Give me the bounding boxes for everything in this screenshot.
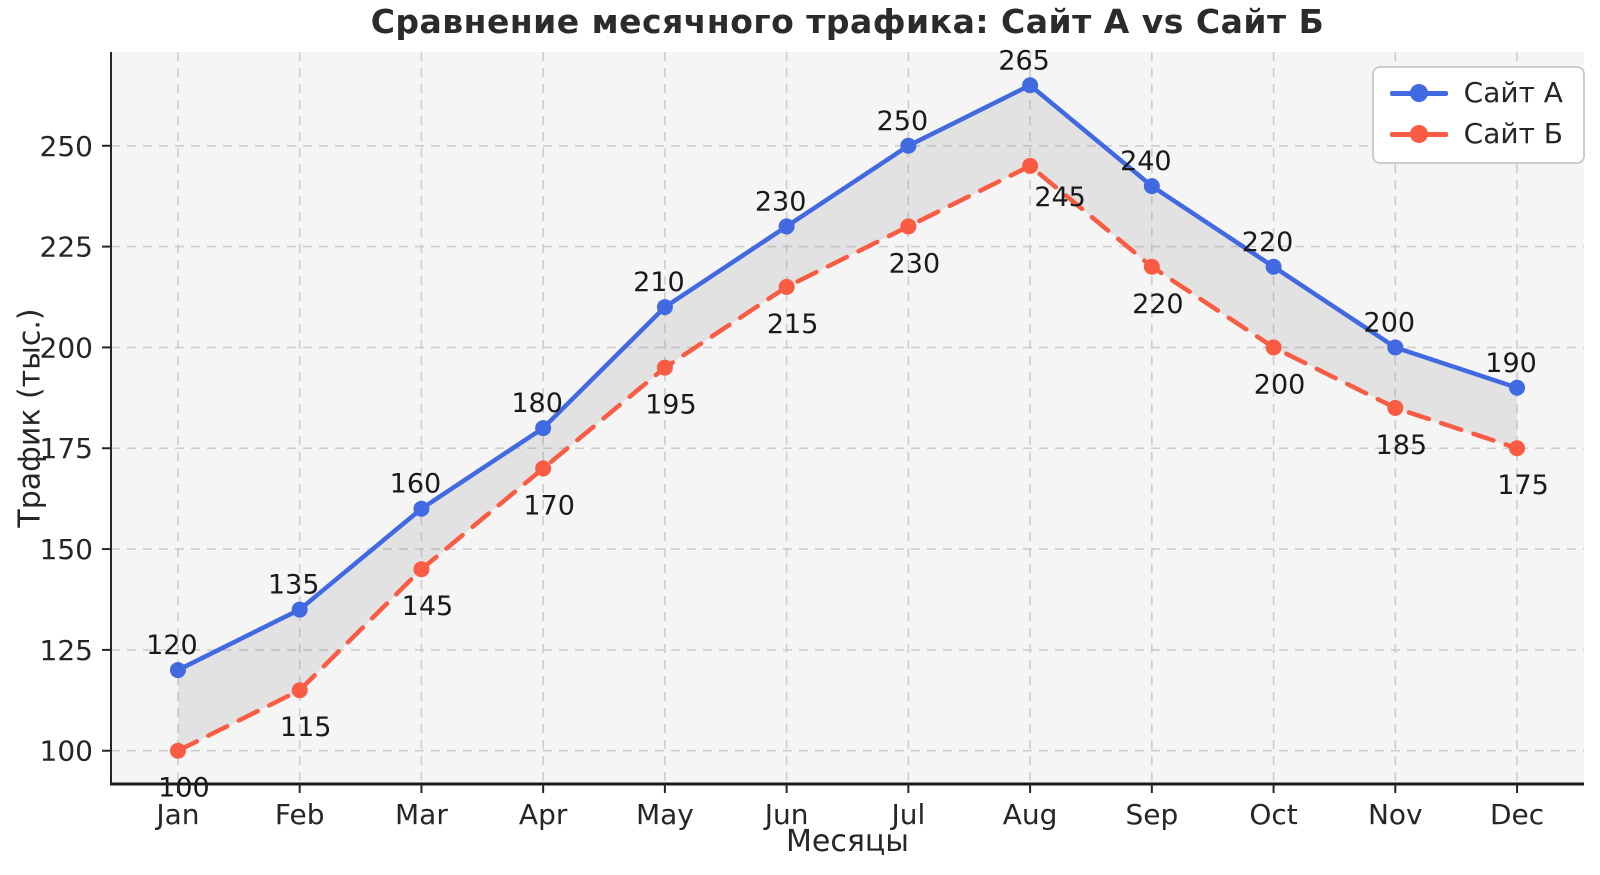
y-tick-label: 175 bbox=[40, 432, 93, 465]
series-0-point bbox=[413, 500, 430, 517]
site-a-swatch-dot bbox=[1409, 84, 1428, 103]
legend: Сайт А Сайт Б bbox=[1371, 66, 1585, 164]
series-0-point bbox=[291, 601, 308, 618]
point-value-label: 220 bbox=[1132, 289, 1184, 320]
series-1-point bbox=[1022, 157, 1039, 174]
point-value-label: 145 bbox=[402, 591, 454, 622]
x-tick-label: Nov bbox=[1368, 798, 1423, 831]
series-0-point bbox=[900, 137, 917, 154]
series-1-point bbox=[900, 218, 917, 235]
site-a-line-swatch-icon bbox=[1389, 80, 1448, 106]
y-tick-label: 200 bbox=[40, 331, 93, 364]
legend-entry-site-b: Сайт Б bbox=[1389, 116, 1563, 150]
series-1-point bbox=[169, 742, 186, 759]
series-1-point bbox=[656, 359, 673, 376]
legend-entry-site-a: Сайт А bbox=[1389, 76, 1563, 109]
x-tick-label: Feb bbox=[275, 798, 325, 831]
point-value-label: 120 bbox=[146, 630, 198, 661]
point-value-label: 265 bbox=[998, 45, 1050, 76]
y-axis-label: Трафик (тыс.) bbox=[12, 308, 48, 528]
point-value-label: 200 bbox=[1254, 369, 1306, 400]
series-0-point bbox=[169, 662, 186, 679]
point-value-label: 115 bbox=[280, 712, 332, 743]
y-tick-label: 125 bbox=[40, 634, 93, 667]
series-line-1 bbox=[175, 163, 1520, 753]
site-b-line-swatch-icon bbox=[1389, 121, 1448, 147]
x-tick-label: Jul bbox=[889, 798, 925, 831]
series-0-point bbox=[1022, 77, 1039, 94]
series-0-point bbox=[656, 299, 673, 316]
x-tick-label: Sep bbox=[1125, 798, 1178, 831]
series-fill-between bbox=[177, 85, 1518, 751]
x-tick-label: May bbox=[636, 798, 694, 831]
series-1-point bbox=[1143, 258, 1160, 275]
point-value-label: 215 bbox=[767, 309, 819, 340]
x-tick-label: Mar bbox=[395, 798, 448, 831]
series-0-point bbox=[535, 420, 552, 437]
point-value-label: 160 bbox=[390, 469, 442, 500]
point-value-label: 230 bbox=[755, 186, 807, 217]
series-1-point bbox=[1265, 339, 1282, 356]
point-value-label: 210 bbox=[633, 267, 685, 298]
x-tick-label: Aug bbox=[1003, 798, 1058, 831]
legend-label-site-a: Сайт А bbox=[1463, 76, 1563, 109]
x-tick-label: Apr bbox=[519, 798, 568, 831]
plot-background bbox=[111, 52, 1584, 784]
point-value-label: 175 bbox=[1497, 470, 1549, 501]
x-tick-label: Oct bbox=[1249, 798, 1297, 831]
point-value-label: 245 bbox=[1034, 182, 1086, 213]
y-tick-label: 225 bbox=[40, 231, 93, 264]
point-value-label: 200 bbox=[1364, 307, 1416, 338]
x-axis-label: Месяцы bbox=[786, 824, 909, 859]
chart-title: Сравнение месячного трафика: Сайт А vs С… bbox=[370, 2, 1325, 41]
series-1-point bbox=[778, 278, 795, 295]
x-tick-label: Dec bbox=[1490, 798, 1544, 831]
y-tick-label: 250 bbox=[40, 130, 93, 163]
point-value-label: 180 bbox=[511, 388, 563, 419]
point-value-label: 220 bbox=[1242, 227, 1294, 258]
series-1-point bbox=[413, 561, 430, 578]
y-tick-label: 150 bbox=[40, 533, 93, 566]
y-tick-label: 100 bbox=[40, 735, 93, 768]
series-0-point bbox=[1265, 258, 1282, 275]
point-value-label: 190 bbox=[1485, 348, 1537, 379]
site-b-swatch-dot bbox=[1409, 125, 1428, 144]
legend-label-site-b: Сайт Б bbox=[1463, 116, 1563, 150]
series-line-0 bbox=[175, 83, 1520, 673]
series-1-point bbox=[1509, 440, 1526, 457]
point-value-label: 100 bbox=[158, 773, 210, 804]
point-value-label: 170 bbox=[523, 490, 575, 521]
point-value-label: 230 bbox=[889, 248, 941, 279]
point-value-label: 240 bbox=[1120, 146, 1172, 177]
point-value-label: 250 bbox=[877, 106, 929, 137]
point-value-label: 185 bbox=[1376, 430, 1428, 461]
point-value-label: 135 bbox=[268, 570, 320, 601]
series-1-point bbox=[1387, 399, 1404, 416]
series-0-point bbox=[1143, 178, 1160, 195]
x-tick-label: Jun bbox=[763, 798, 809, 831]
series-0-point bbox=[1387, 339, 1404, 356]
series-0-point bbox=[778, 218, 795, 235]
x-tick-label: Jan bbox=[154, 798, 199, 831]
series-1-point bbox=[535, 460, 552, 477]
point-value-label: 195 bbox=[645, 390, 697, 421]
series-1-point bbox=[291, 682, 308, 699]
series-0-point bbox=[1509, 379, 1526, 396]
